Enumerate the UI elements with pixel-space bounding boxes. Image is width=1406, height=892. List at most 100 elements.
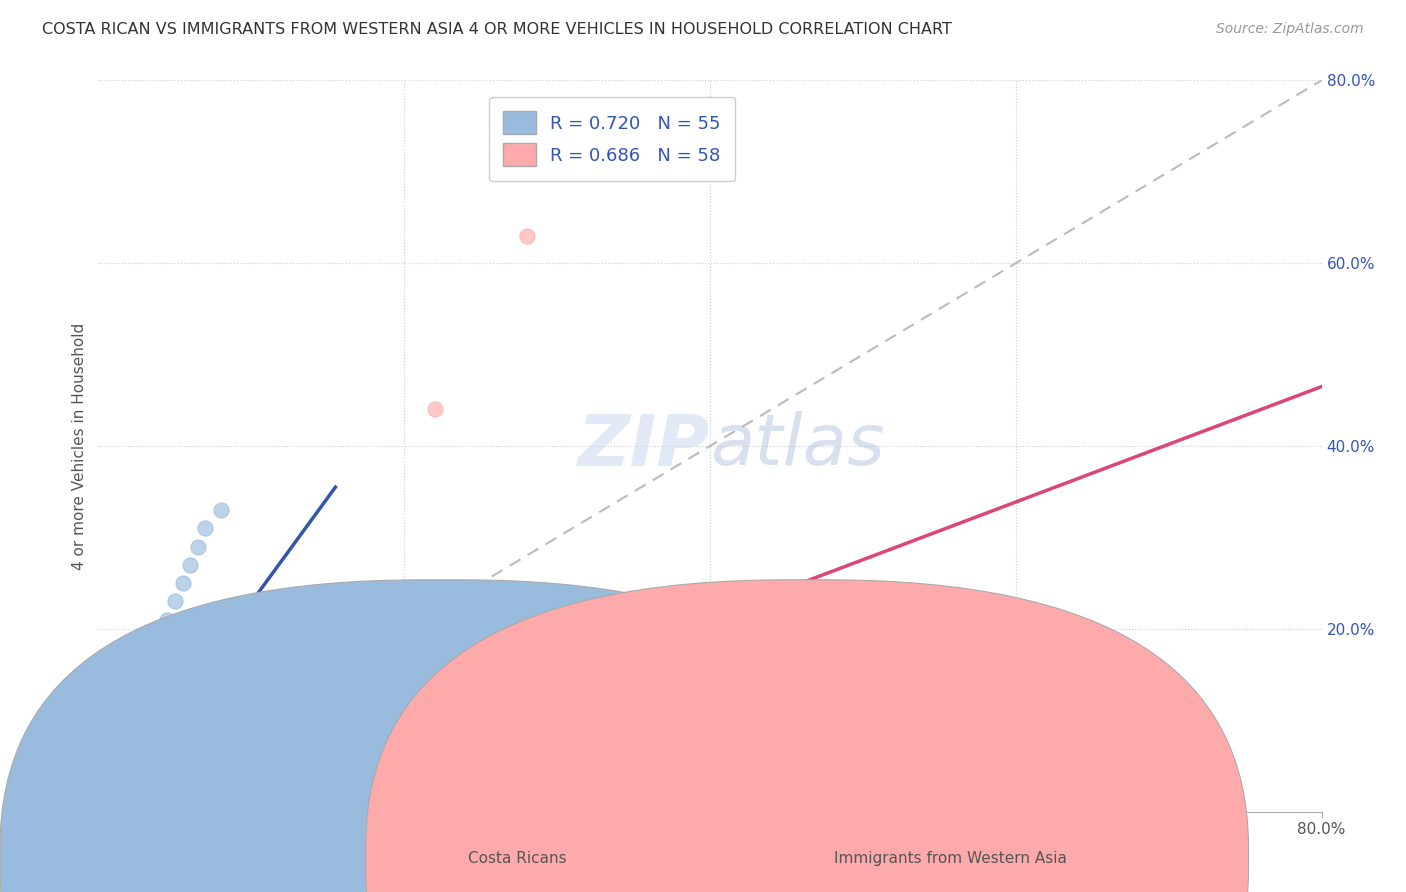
Point [316,731,339,746]
Point [98,791,121,805]
Text: atlas: atlas [710,411,884,481]
Point [179,775,201,789]
Point [107,796,129,810]
Point [423,402,446,417]
Point [363,796,385,810]
Point [94,794,117,808]
Point [141,787,163,801]
Point [454,777,477,791]
Point [110,755,132,769]
Point [821,723,844,737]
Point [129,686,152,700]
Point [107,770,129,784]
Point [91,797,114,812]
Point [110,794,132,808]
Point [699,740,721,755]
Point [285,759,308,773]
Point [103,796,125,810]
Point [94,800,117,814]
Point [423,781,446,796]
Point [103,772,125,787]
Point [637,749,661,764]
Point [145,704,167,718]
Point [790,727,813,741]
Point [136,667,159,681]
Point [270,745,292,759]
Legend: R = 0.720   N = 55, R = 0.686   N = 58: R = 0.720 N = 55, R = 0.686 N = 58 [489,96,735,181]
Point [209,766,232,780]
Point [160,676,183,690]
Point [285,740,308,755]
Point [107,772,129,787]
Point [112,740,135,755]
Point [225,761,247,775]
Point [169,663,191,677]
Point [125,791,148,805]
Point [98,781,121,796]
Point [270,768,292,782]
Point [668,745,690,759]
Point [93,800,115,814]
Point [115,759,138,773]
Point [91,801,114,815]
Point [120,794,142,808]
Point [115,736,138,750]
Point [104,768,127,782]
Point [194,770,217,784]
Point [149,784,172,798]
Point [122,745,145,759]
Point [117,731,139,746]
Point [104,797,127,811]
Point [176,649,198,664]
Point [516,768,538,782]
Point [730,736,752,750]
Point [111,749,134,764]
Text: Costa Ricans: Costa Ricans [468,851,567,865]
Point [105,764,128,778]
Point [134,676,156,690]
Point [194,521,217,535]
Point [145,640,167,655]
Point [100,777,122,791]
Point [187,540,209,554]
Point [485,772,508,787]
Point [240,787,263,801]
Point [101,784,124,798]
Text: Immigrants from Western Asia: Immigrants from Western Asia [834,851,1067,865]
Point [101,798,124,813]
Point [117,793,139,807]
Point [138,718,160,732]
Point [141,658,163,673]
Text: Source: ZipAtlas.com: Source: ZipAtlas.com [1216,22,1364,37]
Point [759,731,782,746]
Point [98,799,121,814]
Point [91,800,114,814]
Point [163,594,186,608]
Point [89,796,111,810]
Point [179,558,201,572]
Point [90,791,112,805]
Point [852,718,875,732]
Point [94,796,117,810]
Point [100,798,122,813]
Point [256,777,278,791]
Point [97,798,120,813]
Point [108,759,131,773]
Point [240,757,263,772]
Point [163,779,186,793]
Point [100,797,122,812]
Point [883,714,905,728]
Point [347,718,370,732]
Point [516,228,538,243]
Point [125,695,148,709]
Point [301,736,323,750]
Point [172,576,194,591]
Point [112,795,135,809]
Point [105,797,128,812]
Point [129,731,152,746]
Point [97,789,120,803]
Point [576,759,599,773]
Point [122,792,145,806]
Point [546,764,568,778]
Point [156,613,179,627]
